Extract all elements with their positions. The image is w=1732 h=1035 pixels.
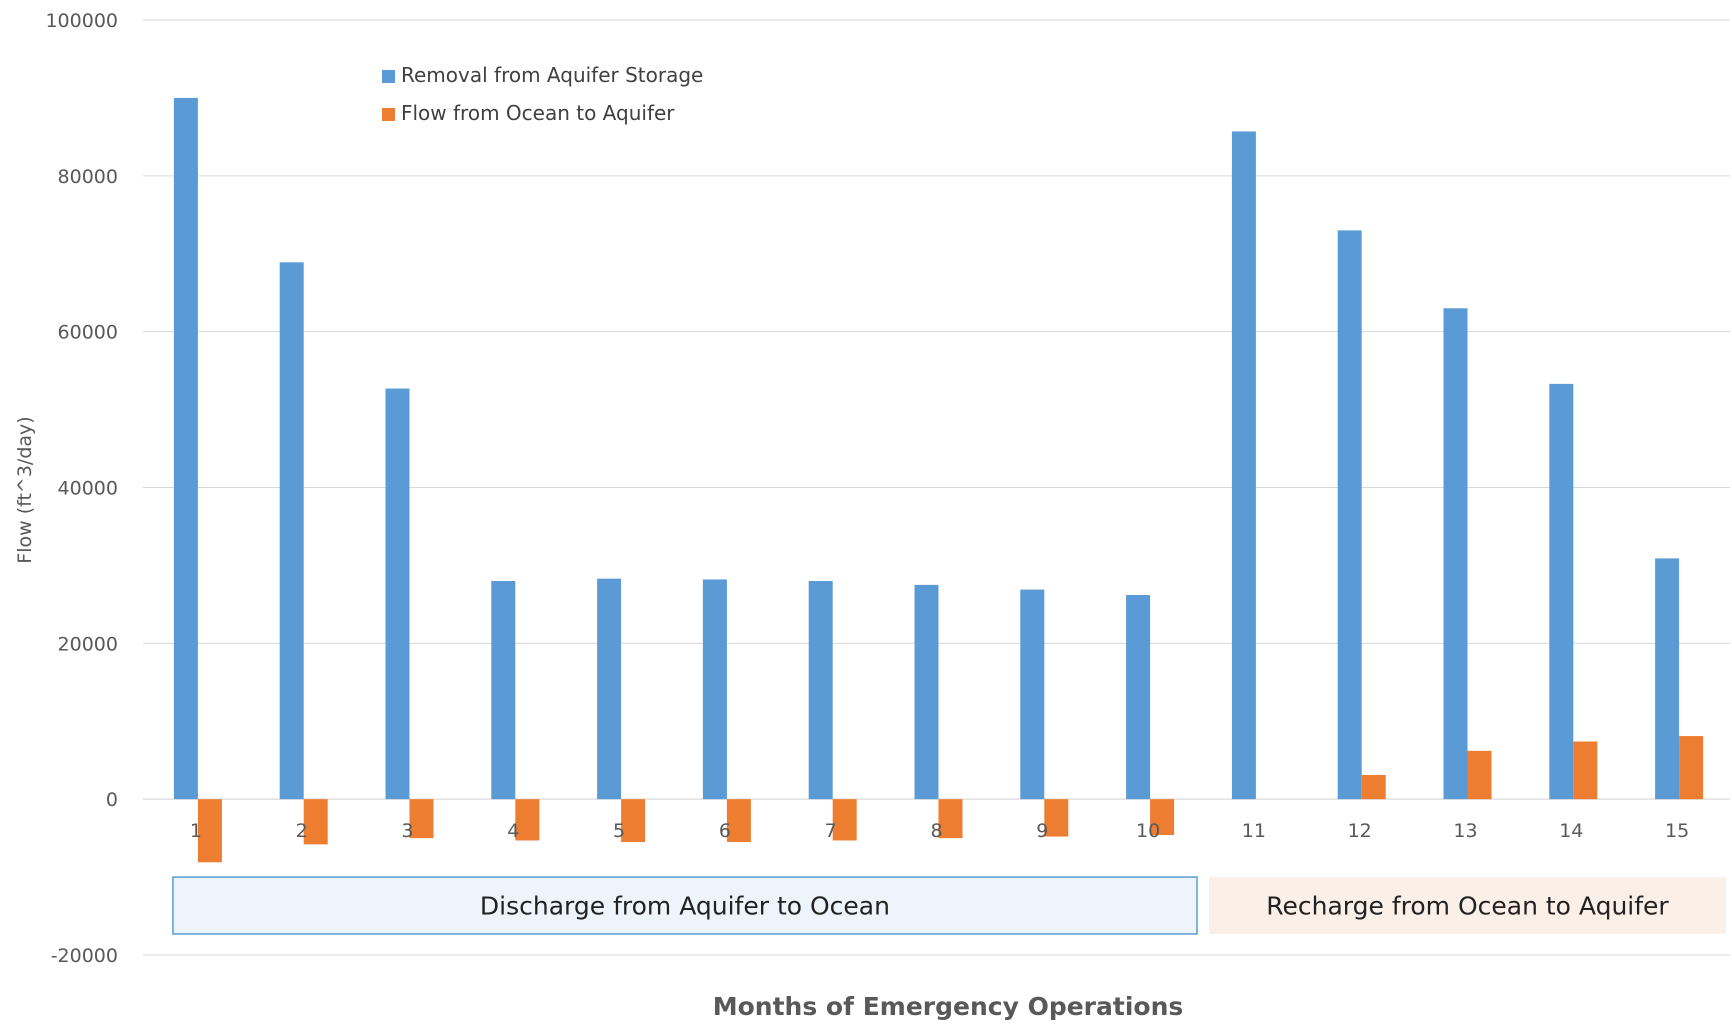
legend-label: Removal from Aquifer Storage [401,63,703,87]
x-tick-label: 13 [1453,820,1477,842]
bar-ocean-flow [1679,736,1704,800]
y-tick-label: 0 [106,789,118,811]
bar-removal [1231,131,1256,800]
bar-removal [279,262,304,800]
x-tick-label: 11 [1242,820,1266,842]
legend-swatch [382,108,395,121]
bar-ocean-flow [1361,775,1386,800]
x-axis-label: Months of Emergency Operations [713,992,1184,1021]
bar-ocean-flow [1150,799,1175,836]
bar-removal [1337,230,1362,800]
bar-removal [1020,589,1045,800]
bar-ocean-flow [197,799,222,863]
bar-removal [702,579,727,800]
bar-removal [491,581,516,800]
x-tick-label: 2 [296,820,308,842]
bar-removal [1443,308,1468,800]
bar-ocean-flow [621,799,646,843]
annotation-box [1209,877,1726,934]
y-axis-label: Flow (ft^3/day) [14,416,36,563]
x-tick-label: 15 [1665,820,1689,842]
x-tick-label: 14 [1559,820,1583,842]
legend-label: Flow from Ocean to Aquifer [401,101,675,125]
x-tick-label: 8 [930,820,942,842]
bar-removal [808,581,833,800]
annotation-boxes: Discharge from Aquifer to Ocean Recharge … [172,876,1726,935]
y-tick-label: 80000 [58,166,118,188]
y-tick-label: 100000 [45,10,118,32]
x-tick-label: 6 [719,820,731,842]
y-tick-label: -20000 [51,945,118,967]
x-tick-label: 7 [825,820,837,842]
gridlines [143,19,1730,956]
x-axis-ticks: 1 2 3 4 5 6 7 8 9 10 11 12 13 14 15 [190,820,1689,842]
x-tick-label: 10 [1136,820,1160,842]
x-tick-label: 12 [1348,820,1372,842]
bar-ocean-flow [515,799,540,841]
bar-removal [597,578,622,800]
bar-removal [173,97,198,800]
bar-removal [1655,558,1680,800]
bar-ocean-flow [303,799,328,845]
bar-ocean-flow [1044,799,1069,837]
bar-ocean-flow [938,799,963,839]
y-tick-label: 40000 [58,478,118,500]
y-tick-label: 60000 [58,322,118,344]
bar-ocean-flow [409,799,434,839]
annotation-label: Discharge from Aquifer to Ocean [480,892,890,921]
bar-removal [1126,595,1151,800]
annotation-label: Recharge from Ocean to Aquifer [1266,892,1669,921]
bar-removal [914,584,939,800]
x-tick-label: 5 [613,820,625,842]
bar-ocean-flow [832,799,857,841]
x-tick-label: 4 [507,820,519,842]
bar-ocean-flow [726,799,751,843]
legend: Removal from Aquifer Storage Flow from Oc… [382,63,703,125]
bar-ocean-flow [1573,741,1598,800]
annotation-box [172,876,1198,935]
x-tick-label: 9 [1036,820,1048,842]
y-axis-ticks: -20000 0 20000 40000 60000 80000 100000 [45,10,118,967]
bar-removal [385,388,410,800]
bars [173,97,1704,863]
x-tick-label: 3 [401,820,413,842]
bar-removal [1549,383,1574,800]
bar-ocean-flow [1467,750,1492,800]
y-tick-label: 20000 [58,633,118,655]
x-tick-label: 1 [190,820,202,842]
legend-swatch [382,70,395,83]
